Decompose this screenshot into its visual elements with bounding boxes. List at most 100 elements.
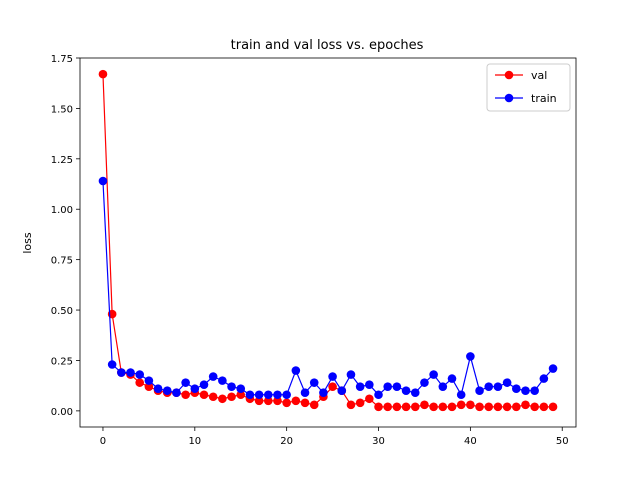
series-train-point — [117, 368, 126, 377]
series-train-point — [199, 380, 209, 389]
series-train-point — [245, 390, 255, 400]
series-train-point — [190, 384, 200, 393]
legend: val train — [486, 63, 571, 112]
series-train-point — [263, 390, 273, 400]
series-train-point — [392, 382, 402, 391]
y-tick-label: 0.50 — [51, 306, 73, 317]
y-tick-label: 1.25 — [51, 155, 73, 166]
series-val-point — [438, 402, 448, 412]
series-train-point — [447, 374, 457, 383]
series-train-point — [300, 388, 310, 398]
series-val-point — [218, 394, 227, 404]
y-tick-label: 1.00 — [51, 205, 73, 216]
series-train-point — [530, 386, 539, 396]
series-val-point — [530, 402, 539, 412]
series-train-point — [493, 382, 503, 391]
x-axis: 0 10 20 30 40 50 — [100, 427, 569, 447]
series-train-point — [466, 352, 475, 361]
y-tick-label: 1.75 — [51, 54, 73, 65]
series-val-point — [309, 400, 319, 410]
x-tick-label: 40 — [464, 436, 477, 447]
series-train-point — [548, 364, 558, 373]
series-train-point — [502, 378, 512, 387]
series-val-point — [263, 396, 273, 406]
series-val-point — [392, 402, 402, 412]
axes-frame — [79, 57, 577, 428]
y-tick-label: 0.25 — [51, 356, 73, 367]
series-train-point — [126, 368, 135, 377]
series-train-point — [236, 384, 246, 393]
legend-label-val: val — [531, 69, 547, 82]
series-val-point — [199, 390, 209, 400]
legend-swatch-marker — [504, 70, 514, 80]
series-train-point — [319, 388, 328, 398]
y-tick-label: 0.75 — [51, 256, 73, 267]
series-train-point — [98, 176, 108, 186]
series-val-point — [410, 402, 420, 412]
series-val-point — [208, 392, 218, 402]
x-tick-label: 10 — [188, 436, 201, 447]
series-train-point — [365, 380, 374, 389]
series-train-line — [102, 180, 554, 397]
series-val-point — [291, 396, 301, 406]
series-train-point — [162, 386, 172, 396]
series-val-point — [282, 398, 291, 408]
series-train-point — [484, 382, 494, 391]
legend-box — [486, 63, 571, 112]
series-val-point — [236, 390, 246, 400]
series-val-point — [383, 402, 393, 412]
legend-swatch-marker — [504, 93, 514, 103]
series-train-point — [181, 378, 190, 387]
series-train-point — [144, 376, 154, 385]
series-val-point — [511, 402, 521, 412]
series-val-point — [254, 396, 264, 406]
series-val-point — [401, 402, 411, 412]
series-val-point — [273, 396, 282, 406]
series-val-point — [466, 400, 475, 410]
series-val-point — [429, 402, 438, 412]
x-tick-label: 0 — [100, 436, 106, 447]
series-train-point — [172, 388, 181, 398]
series-val-point — [548, 402, 558, 412]
series-train-point — [511, 384, 521, 393]
x-tick-label: 30 — [372, 436, 385, 447]
series-train-point — [420, 378, 429, 387]
y-axis-label: loss — [21, 232, 34, 254]
series-val-point — [144, 382, 154, 391]
series-val-point — [181, 390, 190, 400]
series-val-point — [365, 394, 374, 404]
series-val-line — [102, 74, 554, 408]
series-train — [98, 176, 558, 400]
series-val-point — [374, 402, 383, 412]
series-train-point — [475, 386, 484, 396]
series-train-point — [273, 390, 282, 400]
series-train-point — [346, 370, 356, 379]
series-train-point — [218, 376, 227, 385]
chart-title: train and val loss vs. epoches — [231, 38, 424, 53]
series-val-point — [300, 398, 310, 408]
series-val-point — [484, 402, 494, 412]
plot-area — [79, 57, 577, 428]
series-val-point — [539, 402, 549, 412]
y-tick-label: 1.50 — [51, 104, 73, 115]
series-train-point — [539, 374, 549, 383]
series-train-point — [337, 386, 347, 396]
x-tick-label: 20 — [280, 436, 293, 447]
series-train-point — [291, 366, 301, 375]
series-val-point — [521, 400, 530, 410]
series-train-point — [374, 390, 383, 400]
series-train-point — [456, 390, 466, 400]
series-train-point — [254, 390, 264, 400]
series-train-point — [153, 384, 163, 393]
series-train-point — [355, 382, 365, 391]
series-train-point — [438, 382, 448, 391]
series-val-point — [346, 400, 356, 410]
series-train-point — [410, 388, 420, 398]
x-tick-label: 50 — [556, 436, 569, 447]
series-val-point — [493, 402, 503, 412]
series-val — [98, 69, 558, 412]
legend-label-train: train — [531, 92, 557, 105]
y-axis: 0.00 0.25 0.50 0.75 1.00 1.25 1.50 1.75 — [51, 54, 80, 418]
series-val-point — [98, 69, 108, 79]
